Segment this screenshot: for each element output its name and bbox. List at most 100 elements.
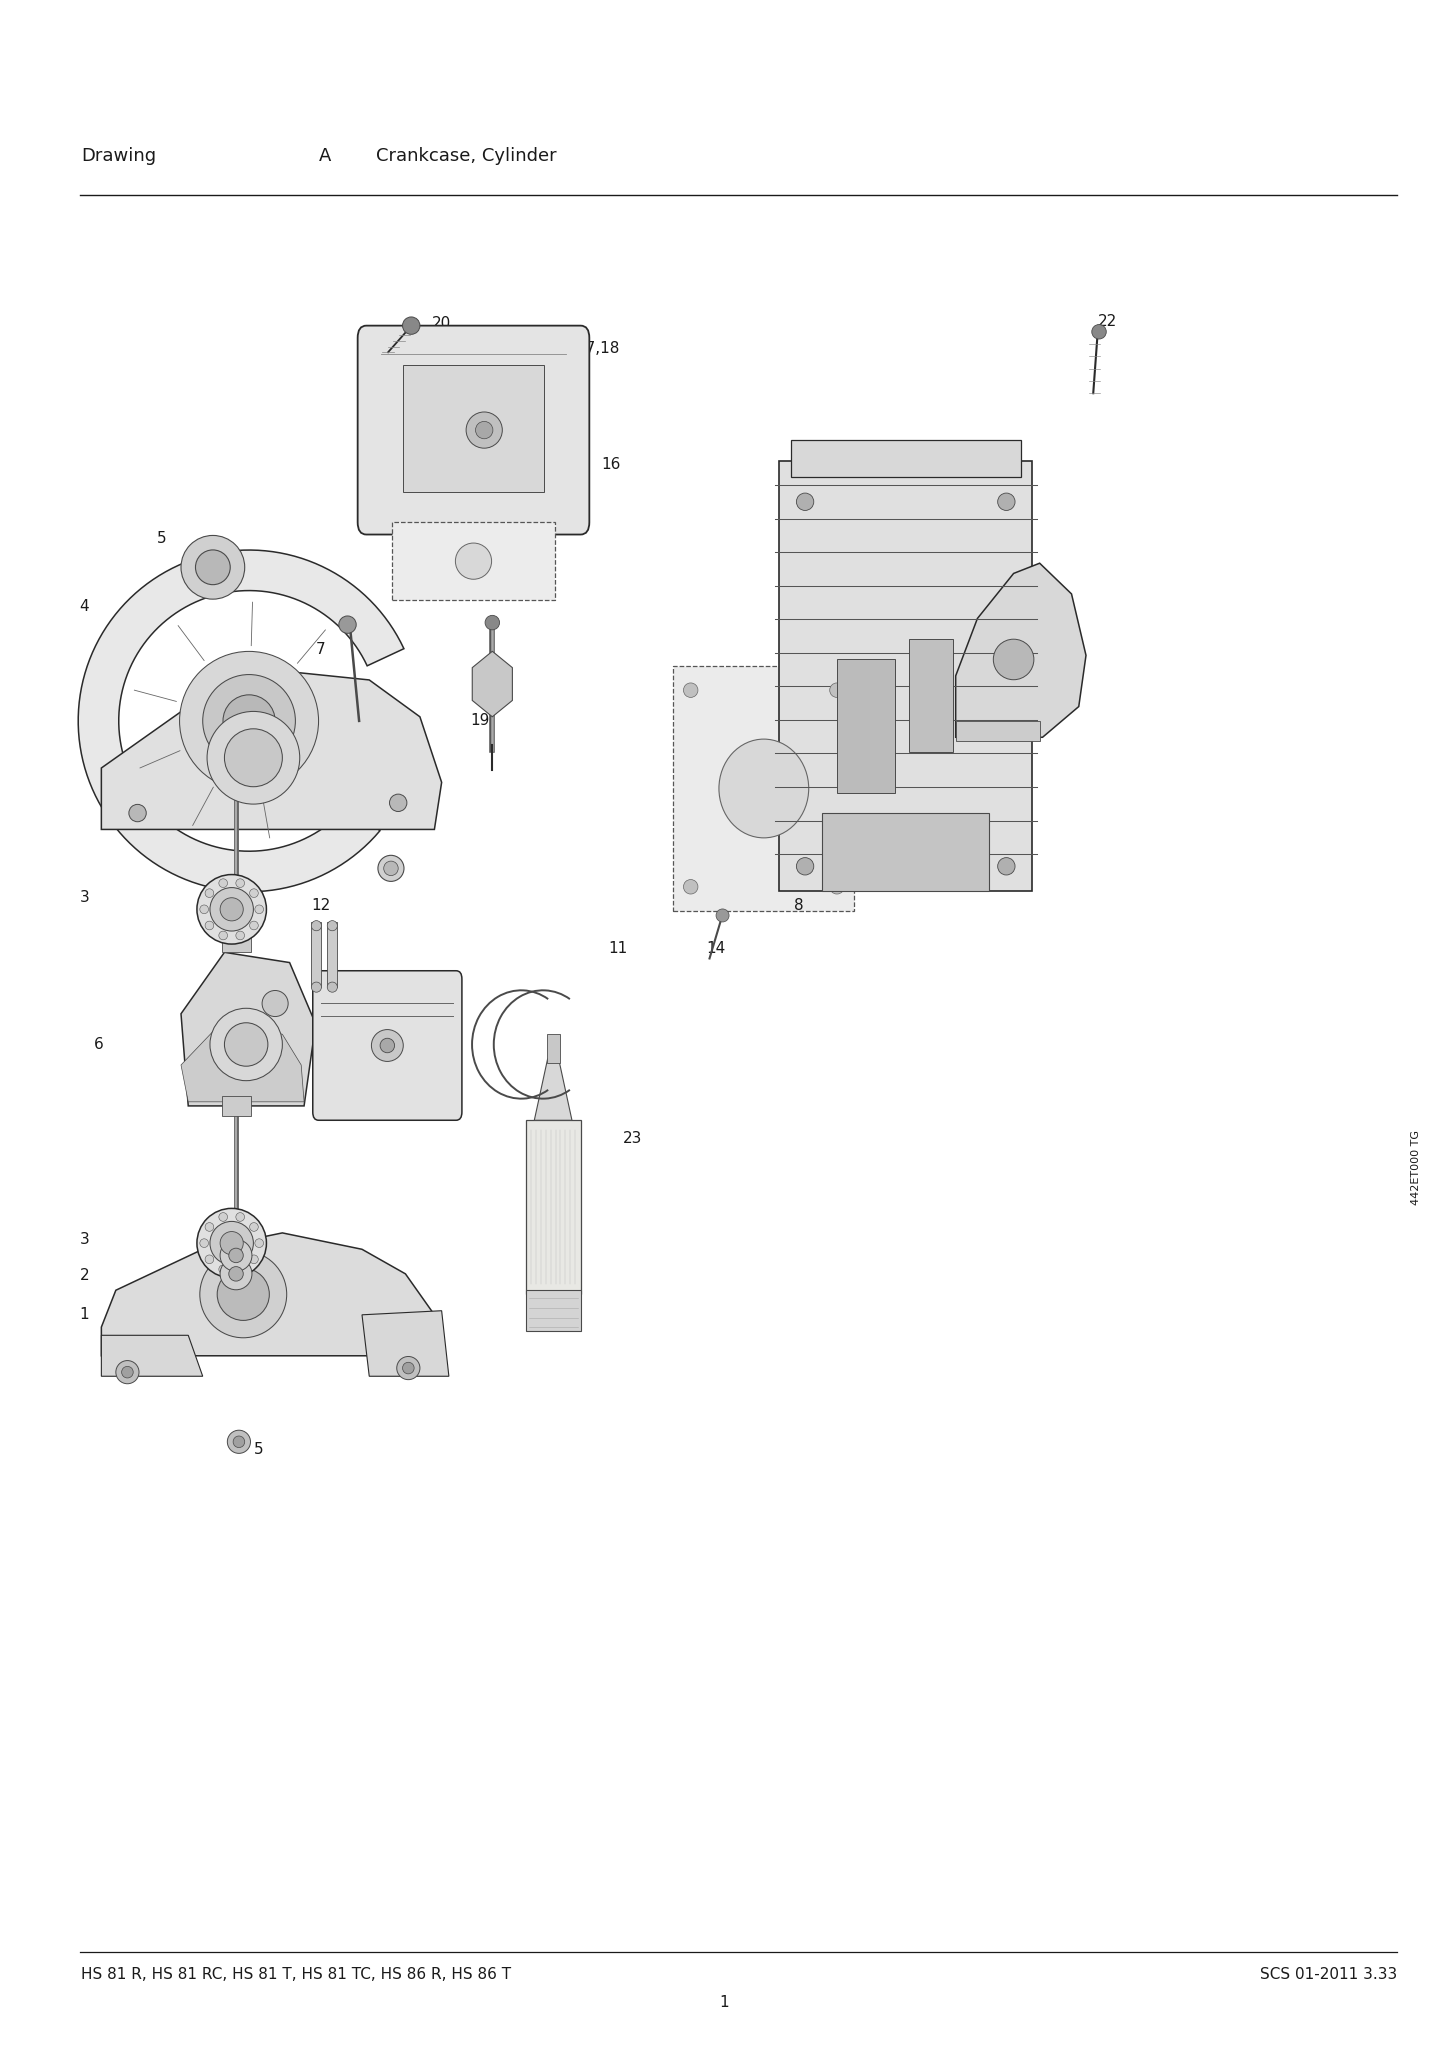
Ellipse shape xyxy=(219,1266,227,1274)
Text: 4: 4 xyxy=(80,598,90,614)
Text: 13: 13 xyxy=(379,864,398,881)
Ellipse shape xyxy=(224,729,282,786)
Ellipse shape xyxy=(197,874,266,944)
Ellipse shape xyxy=(683,682,698,698)
Ellipse shape xyxy=(206,889,214,897)
Ellipse shape xyxy=(220,1239,252,1272)
Ellipse shape xyxy=(203,674,295,768)
FancyBboxPatch shape xyxy=(673,666,854,911)
Ellipse shape xyxy=(720,739,809,838)
Ellipse shape xyxy=(249,1223,258,1231)
Ellipse shape xyxy=(217,1268,269,1321)
Bar xyxy=(837,659,895,793)
Ellipse shape xyxy=(403,1362,414,1374)
Ellipse shape xyxy=(998,858,1015,874)
Ellipse shape xyxy=(129,805,146,821)
Ellipse shape xyxy=(200,905,209,913)
Polygon shape xyxy=(181,952,316,1106)
Ellipse shape xyxy=(236,932,245,940)
Ellipse shape xyxy=(371,1030,403,1061)
Ellipse shape xyxy=(227,1430,251,1454)
Ellipse shape xyxy=(210,1008,282,1081)
Text: 19: 19 xyxy=(471,713,489,729)
Ellipse shape xyxy=(379,1038,394,1053)
Ellipse shape xyxy=(255,905,264,913)
FancyBboxPatch shape xyxy=(779,461,1032,891)
Text: 2: 2 xyxy=(292,1278,303,1294)
Bar xyxy=(909,639,953,752)
Ellipse shape xyxy=(220,1257,252,1290)
Ellipse shape xyxy=(236,1212,245,1221)
Ellipse shape xyxy=(219,932,227,940)
Bar xyxy=(791,440,1021,477)
Text: Drawing: Drawing xyxy=(81,147,156,164)
Text: 16: 16 xyxy=(601,457,620,473)
Ellipse shape xyxy=(384,860,398,877)
Ellipse shape xyxy=(796,494,814,510)
Ellipse shape xyxy=(236,879,245,887)
Ellipse shape xyxy=(993,639,1034,680)
Text: 17,18: 17,18 xyxy=(576,340,620,356)
FancyBboxPatch shape xyxy=(358,326,589,535)
Bar xyxy=(327,922,337,987)
Ellipse shape xyxy=(327,983,337,991)
Text: 9: 9 xyxy=(989,752,999,768)
Ellipse shape xyxy=(327,922,337,930)
Ellipse shape xyxy=(197,1208,266,1278)
Ellipse shape xyxy=(683,879,698,895)
Ellipse shape xyxy=(466,412,502,449)
Text: 442ET000 TG: 442ET000 TG xyxy=(1412,1130,1420,1204)
Ellipse shape xyxy=(195,551,230,584)
Ellipse shape xyxy=(116,1360,139,1384)
Polygon shape xyxy=(78,551,404,891)
Ellipse shape xyxy=(206,1223,214,1231)
Text: 1: 1 xyxy=(720,1995,728,2011)
Ellipse shape xyxy=(1092,324,1106,340)
Ellipse shape xyxy=(311,922,321,930)
Ellipse shape xyxy=(181,535,245,600)
Ellipse shape xyxy=(249,889,258,897)
Ellipse shape xyxy=(224,1022,268,1067)
Ellipse shape xyxy=(200,1251,287,1337)
Text: 5: 5 xyxy=(253,1442,264,1458)
Polygon shape xyxy=(101,1335,203,1376)
Text: 6: 6 xyxy=(94,1036,104,1053)
Ellipse shape xyxy=(397,1356,420,1380)
Ellipse shape xyxy=(475,422,492,438)
Ellipse shape xyxy=(219,1212,227,1221)
Text: 10: 10 xyxy=(398,1063,417,1079)
Text: 1: 1 xyxy=(80,1307,90,1323)
FancyBboxPatch shape xyxy=(313,971,462,1120)
Ellipse shape xyxy=(262,991,288,1016)
Bar xyxy=(403,365,544,492)
Text: 23: 23 xyxy=(623,1130,641,1147)
Ellipse shape xyxy=(715,909,728,922)
Polygon shape xyxy=(101,672,442,829)
Ellipse shape xyxy=(830,879,844,895)
Text: 5: 5 xyxy=(156,530,167,547)
Ellipse shape xyxy=(249,1255,258,1264)
Bar xyxy=(526,1290,581,1331)
Ellipse shape xyxy=(249,922,258,930)
Text: 7: 7 xyxy=(316,641,326,657)
Ellipse shape xyxy=(378,856,404,881)
Ellipse shape xyxy=(220,1231,243,1255)
Ellipse shape xyxy=(485,614,500,631)
Text: 14: 14 xyxy=(707,940,725,956)
Text: HS 81 R, HS 81 RC, HS 81 T, HS 81 TC, HS 86 R, HS 86 T: HS 81 R, HS 81 RC, HS 81 T, HS 81 TC, HS… xyxy=(81,1966,511,1982)
Text: 3: 3 xyxy=(80,889,90,905)
Bar xyxy=(822,813,989,891)
Text: 21: 21 xyxy=(1018,614,1037,631)
Ellipse shape xyxy=(229,1247,243,1264)
Polygon shape xyxy=(534,1059,572,1120)
Ellipse shape xyxy=(207,711,300,805)
Bar xyxy=(546,1034,560,1063)
Ellipse shape xyxy=(390,795,407,811)
Ellipse shape xyxy=(236,1266,245,1274)
Ellipse shape xyxy=(210,1221,253,1266)
Text: 11: 11 xyxy=(608,940,627,956)
Polygon shape xyxy=(956,721,1040,741)
Ellipse shape xyxy=(223,694,275,748)
Text: A: A xyxy=(319,147,332,164)
FancyBboxPatch shape xyxy=(392,522,555,600)
